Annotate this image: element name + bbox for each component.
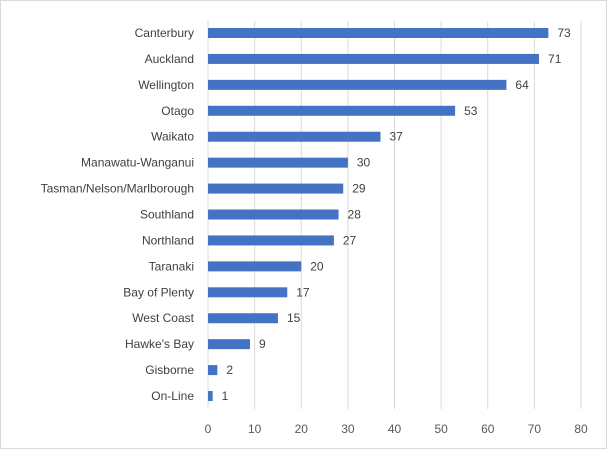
category-label: On-Line (151, 389, 194, 403)
data-label: 37 (390, 130, 404, 144)
data-label: 29 (352, 182, 366, 196)
category-label: Auckland (145, 52, 194, 66)
bar (208, 53, 540, 64)
category-labels: Canterbury Auckland Wellington Otago Waikato… (41, 26, 195, 403)
bar (208, 261, 302, 272)
category-label: Canterbury (135, 26, 194, 40)
bar (208, 365, 218, 376)
category-label: Otago (161, 104, 194, 118)
x-tick-label: 30 (341, 422, 355, 436)
category-label: Wellington (138, 78, 194, 92)
data-label: 53 (464, 104, 478, 118)
bars (208, 28, 549, 402)
category-label: Manawatu-Wanganui (81, 156, 194, 170)
data-label: 73 (557, 26, 571, 40)
bar (208, 339, 250, 350)
bar (208, 183, 344, 194)
bar (208, 131, 381, 142)
x-tick-label: 80 (574, 422, 588, 436)
bar (208, 157, 348, 168)
data-label: 20 (310, 259, 324, 273)
data-label: 2 (226, 363, 233, 377)
x-tick-label: 40 (388, 422, 402, 436)
x-tick-label: 60 (481, 422, 495, 436)
data-label: 28 (348, 208, 362, 222)
x-tick-label: 50 (434, 422, 448, 436)
category-label: Taranaki (149, 259, 194, 273)
bar (208, 313, 278, 324)
category-label: Gisborne (145, 363, 194, 377)
data-label: 30 (357, 156, 371, 170)
x-tick-label: 10 (248, 422, 262, 436)
x-axis-ticks: 0 10 20 30 40 50 60 70 80 (205, 422, 588, 436)
data-label: 17 (296, 285, 310, 299)
bar (208, 209, 339, 220)
category-label: Tasman/Nelson/Marlborough (41, 182, 194, 196)
data-label: 27 (343, 233, 357, 247)
category-label: Hawke's Bay (125, 337, 194, 351)
bar (208, 28, 549, 38)
bar (208, 105, 456, 116)
category-label: Bay of Plenty (123, 285, 194, 299)
bar (208, 391, 213, 402)
data-label: 1 (222, 389, 229, 403)
x-tick-label: 0 (205, 422, 212, 436)
data-label: 64 (515, 78, 529, 92)
bar (208, 235, 334, 246)
category-label: Southland (140, 208, 194, 222)
category-label: West Coast (132, 311, 194, 325)
data-label: 15 (287, 311, 301, 325)
data-label: 9 (259, 337, 266, 351)
category-label: Northland (142, 233, 194, 247)
bar (208, 287, 288, 298)
bar (208, 79, 507, 90)
category-label: Waikato (151, 130, 194, 144)
x-tick-label: 70 (528, 422, 542, 436)
data-label: 71 (548, 52, 562, 66)
x-tick-label: 20 (295, 422, 309, 436)
